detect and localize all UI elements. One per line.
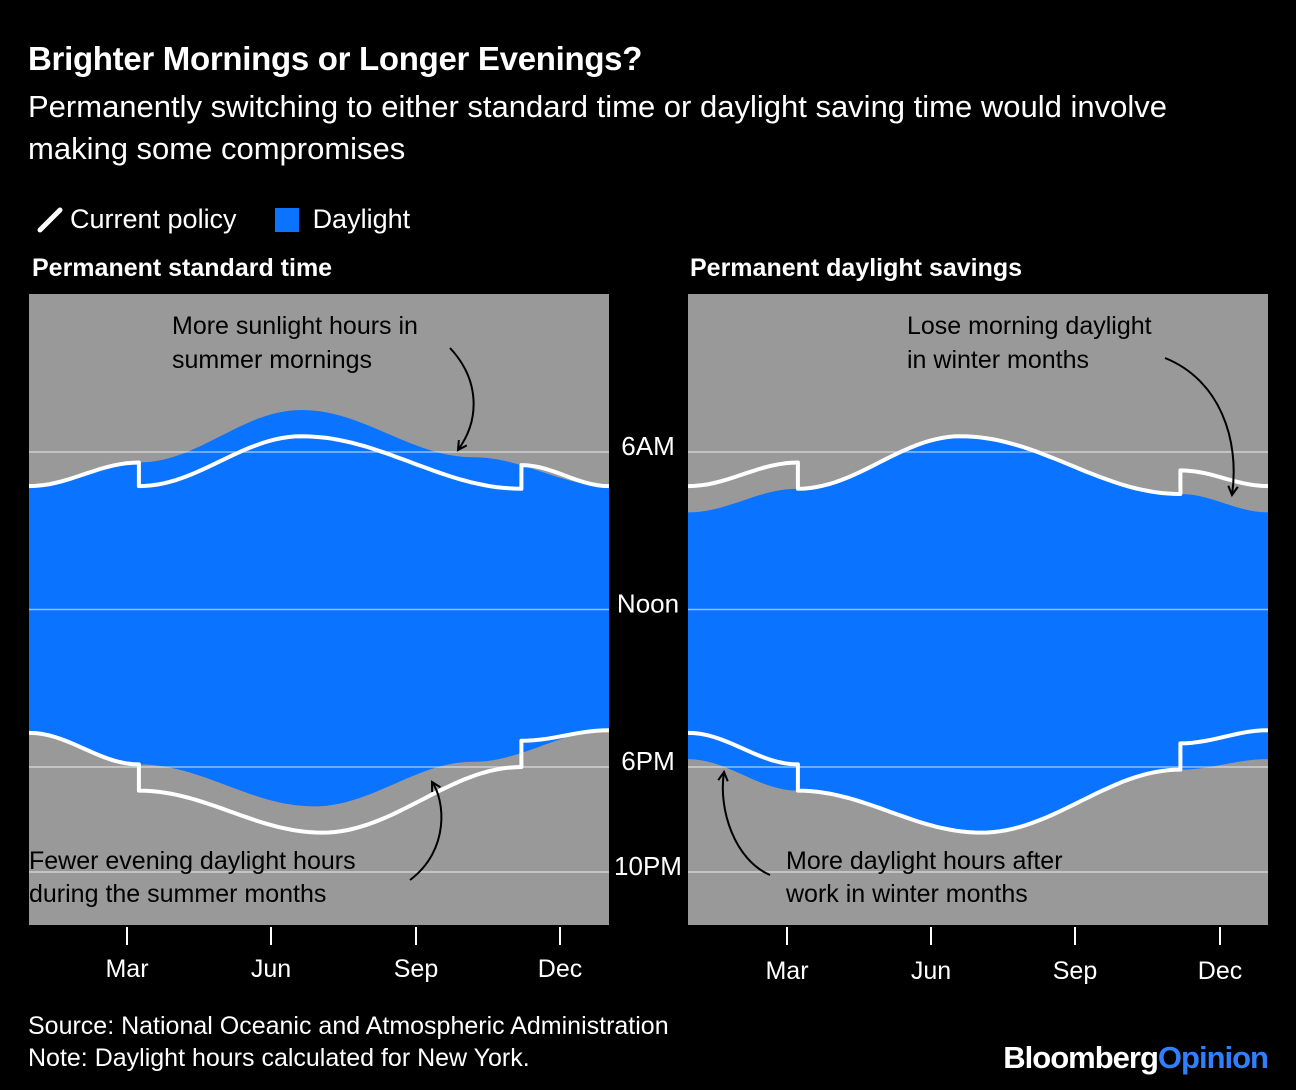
chart-canvas: Mar Jun Sep Dec More sunlight hours in summer… bbox=[28, 294, 1269, 985]
current-policy-sunset-line-0 bbox=[28, 728, 610, 835]
y-tick-label-0: 6AM bbox=[621, 431, 674, 461]
annotation-text-0-1-0: Fewer evening daylight hours bbox=[29, 847, 356, 875]
panel-title-standard: Permanent standard time bbox=[32, 254, 333, 282]
x-tick-label-0-1: Jun bbox=[251, 955, 291, 983]
current-policy-sunrise-line-0 bbox=[28, 434, 610, 491]
current-policy-sunrise-line-1 bbox=[687, 434, 1269, 496]
x-tick-label-0-0: Mar bbox=[105, 955, 148, 983]
annotation-arrowhead-0-1 bbox=[430, 780, 442, 793]
annotation-text-1-1-0: More daylight hours after bbox=[786, 847, 1063, 875]
legend-daylight-label: Daylight bbox=[312, 204, 411, 234]
x-tick-label-1-2: Sep bbox=[1053, 957, 1097, 985]
annotation-arrow-0-1 bbox=[409, 781, 443, 881]
annotation-text-0-0-0: More sunlight hours in bbox=[172, 312, 418, 340]
annotation-arrowhead-1-1 bbox=[717, 769, 729, 782]
y-tick-label-1: Noon bbox=[617, 589, 679, 619]
daylight-swatch-icon bbox=[274, 207, 299, 232]
legend: Current policy Daylight bbox=[36, 204, 448, 235]
daylight-area-0 bbox=[29, 410, 609, 807]
x-tick-label-0-3: Dec bbox=[538, 955, 582, 983]
footer: Source: National Oceanic and Atmospheric… bbox=[28, 1010, 669, 1074]
source-note: Source: National Oceanic and Atmospheric… bbox=[28, 1012, 669, 1040]
legend-current-policy: Current policy bbox=[36, 204, 237, 235]
current-policy-sunset-line-1 bbox=[687, 728, 1269, 835]
annotation-arrowhead-1-0 bbox=[1227, 485, 1239, 498]
x-tick-label-1-3: Dec bbox=[1198, 957, 1242, 985]
annotation-text-1-1-1: work in winter months bbox=[785, 880, 1028, 908]
annotation-text-1-0-0: Lose morning daylight bbox=[907, 312, 1152, 340]
legend-current-policy-label: Current policy bbox=[70, 204, 237, 234]
annotation-arrowhead-0-0 bbox=[456, 439, 468, 452]
brand-part2: Opinion bbox=[1157, 1040, 1269, 1075]
x-tick-label-1-0: Mar bbox=[765, 957, 808, 985]
annotation-arrow-1-1 bbox=[721, 771, 771, 876]
annotation-text-0-0-1: summer mornings bbox=[172, 346, 372, 374]
annotation-arrow-1-0 bbox=[1164, 357, 1235, 496]
panel-title-daylight-savings: Permanent daylight savings bbox=[690, 254, 1023, 282]
footnote: Note: Daylight hours calculated for New … bbox=[28, 1044, 530, 1072]
chart-title: Brighter Mornings or Longer Evenings? bbox=[28, 40, 643, 77]
bloomberg-opinion-logo: BloombergOpinion bbox=[1003, 1040, 1269, 1076]
annotation-arrow-0-0 bbox=[449, 347, 475, 451]
brand-part1: Bloomberg bbox=[1003, 1040, 1159, 1075]
x-tick-label-1-1: Jun bbox=[911, 957, 951, 985]
x-tick-label-0-2: Sep bbox=[394, 955, 438, 983]
annotation-text-0-1-1: during the summer months bbox=[29, 880, 326, 908]
y-tick-label-3: 10PM bbox=[614, 851, 682, 881]
legend-daylight: Daylight bbox=[274, 204, 411, 235]
chart-subtitle: Permanently switching to either standard… bbox=[28, 89, 1167, 166]
daylight-area-1 bbox=[688, 436, 1268, 833]
annotation-text-1-0-1: in winter months bbox=[907, 346, 1089, 374]
current-policy-line-icon bbox=[37, 207, 63, 232]
y-tick-label-2: 6PM bbox=[621, 746, 674, 776]
